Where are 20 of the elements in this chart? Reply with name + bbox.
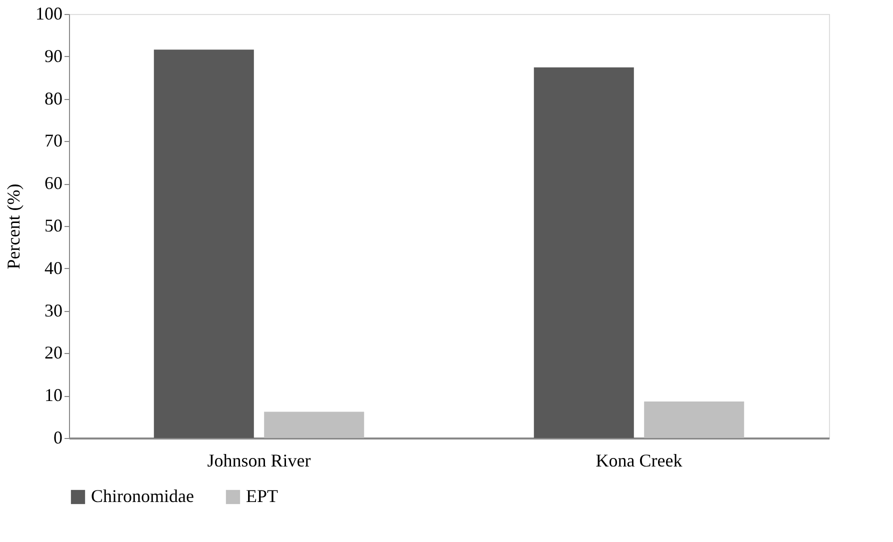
y-tick-label: 60 [44, 173, 62, 194]
x-tick-label: Johnson River [207, 450, 311, 470]
bar [154, 50, 254, 438]
bar [644, 402, 744, 438]
y-tick-label: 40 [44, 258, 62, 278]
y-tick-label: 50 [44, 216, 62, 236]
legend-label: EPT [246, 486, 278, 506]
y-tick-label: 10 [44, 385, 62, 406]
legend-label: Chironomidae [91, 486, 194, 506]
y-tick-label: 80 [44, 88, 62, 108]
bar [534, 67, 634, 438]
y-tick-label: 100 [36, 4, 62, 24]
x-tick-label: Kona Creek [596, 450, 682, 470]
y-tick-label: 20 [44, 342, 62, 363]
y-tick-label: 30 [44, 300, 62, 320]
y-tick-label: 0 [54, 428, 62, 448]
bar [264, 412, 364, 438]
y-tick-label: 70 [44, 130, 62, 151]
y-tick-label: 90 [44, 46, 62, 66]
y-axis-title: Percent (%) [4, 184, 24, 270]
